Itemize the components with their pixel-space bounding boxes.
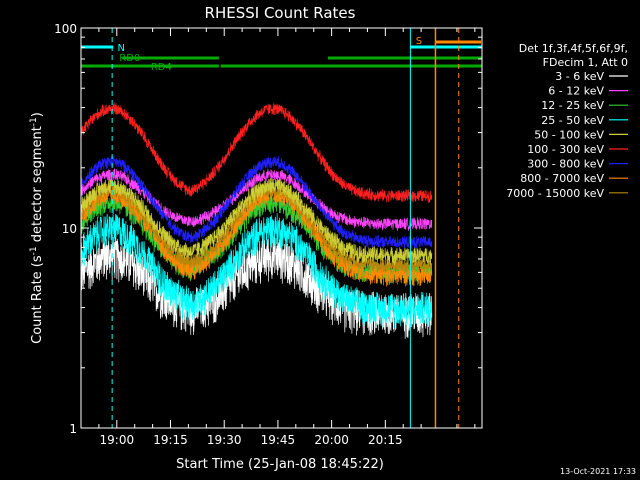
- x-tick-label-3: 19:45: [261, 433, 296, 447]
- y-tick-label-0: 100: [54, 22, 77, 36]
- n-flag-label: N: [118, 43, 125, 54]
- series-line-5: [81, 102, 433, 204]
- legend-label-3: 25 - 50 keV: [541, 114, 604, 127]
- legend-label-7: 800 - 7000 keV: [520, 172, 604, 185]
- y-tick-label-1: 10: [62, 222, 77, 236]
- series-line-1: [81, 168, 433, 231]
- x-axis-label: Start Time (25-Jan-08 18:45:22): [176, 457, 384, 472]
- timestamp: 13-Oct-2021 17:33: [560, 467, 636, 476]
- y-label-sup: -1: [29, 246, 39, 255]
- legend-label-1: 6 - 12 keV: [548, 85, 604, 98]
- x-tick-label-4: 20:00: [314, 433, 349, 447]
- legend-label-6: 300 - 800 keV: [527, 158, 604, 171]
- series-line-6: [81, 155, 433, 249]
- x-tick-label-2: 19:30: [207, 433, 242, 447]
- legend-label-5: 100 - 300 keV: [527, 143, 604, 156]
- legend-label-0: 3 - 6 keV: [555, 70, 604, 83]
- x-tick-label-5: 20:15: [368, 433, 403, 447]
- y-label-mid: detector segment: [30, 126, 45, 246]
- y-label-main: Count Rate (s: [30, 255, 45, 344]
- y-tick-label-2: 1: [69, 422, 77, 436]
- series-line-3: [81, 213, 433, 329]
- legend-label-4: 50 - 100 keV: [534, 128, 604, 141]
- y-label-end: ): [30, 112, 45, 117]
- axes: 19:00 19:15 19:30 19:45 20:00 20:15 100 10 1: [54, 22, 482, 447]
- x-tick-label-0: 19:00: [100, 433, 135, 447]
- y-axis-label: Count Rate (s-1 detector segment-1): [29, 112, 45, 344]
- chart-title: RHESSI Count Rates: [205, 4, 356, 22]
- y-label-sup2: -1: [29, 117, 39, 126]
- rd4-flag-label: RD4: [151, 62, 172, 73]
- series-line-4: [81, 177, 433, 266]
- legend-header-1: Det 1f,3f,4f,5f,6f,9f,: [519, 42, 628, 55]
- s-flag-label: S: [416, 36, 422, 47]
- legend-label-2: 12 - 25 keV: [541, 99, 604, 112]
- x-tick-label-1: 19:15: [153, 433, 188, 447]
- rd0-flag-label: RD0: [119, 53, 140, 64]
- legend-label-8: 7000 - 15000 keV: [506, 187, 604, 200]
- legend-header-2: FDecim 1, Att 0: [543, 56, 628, 69]
